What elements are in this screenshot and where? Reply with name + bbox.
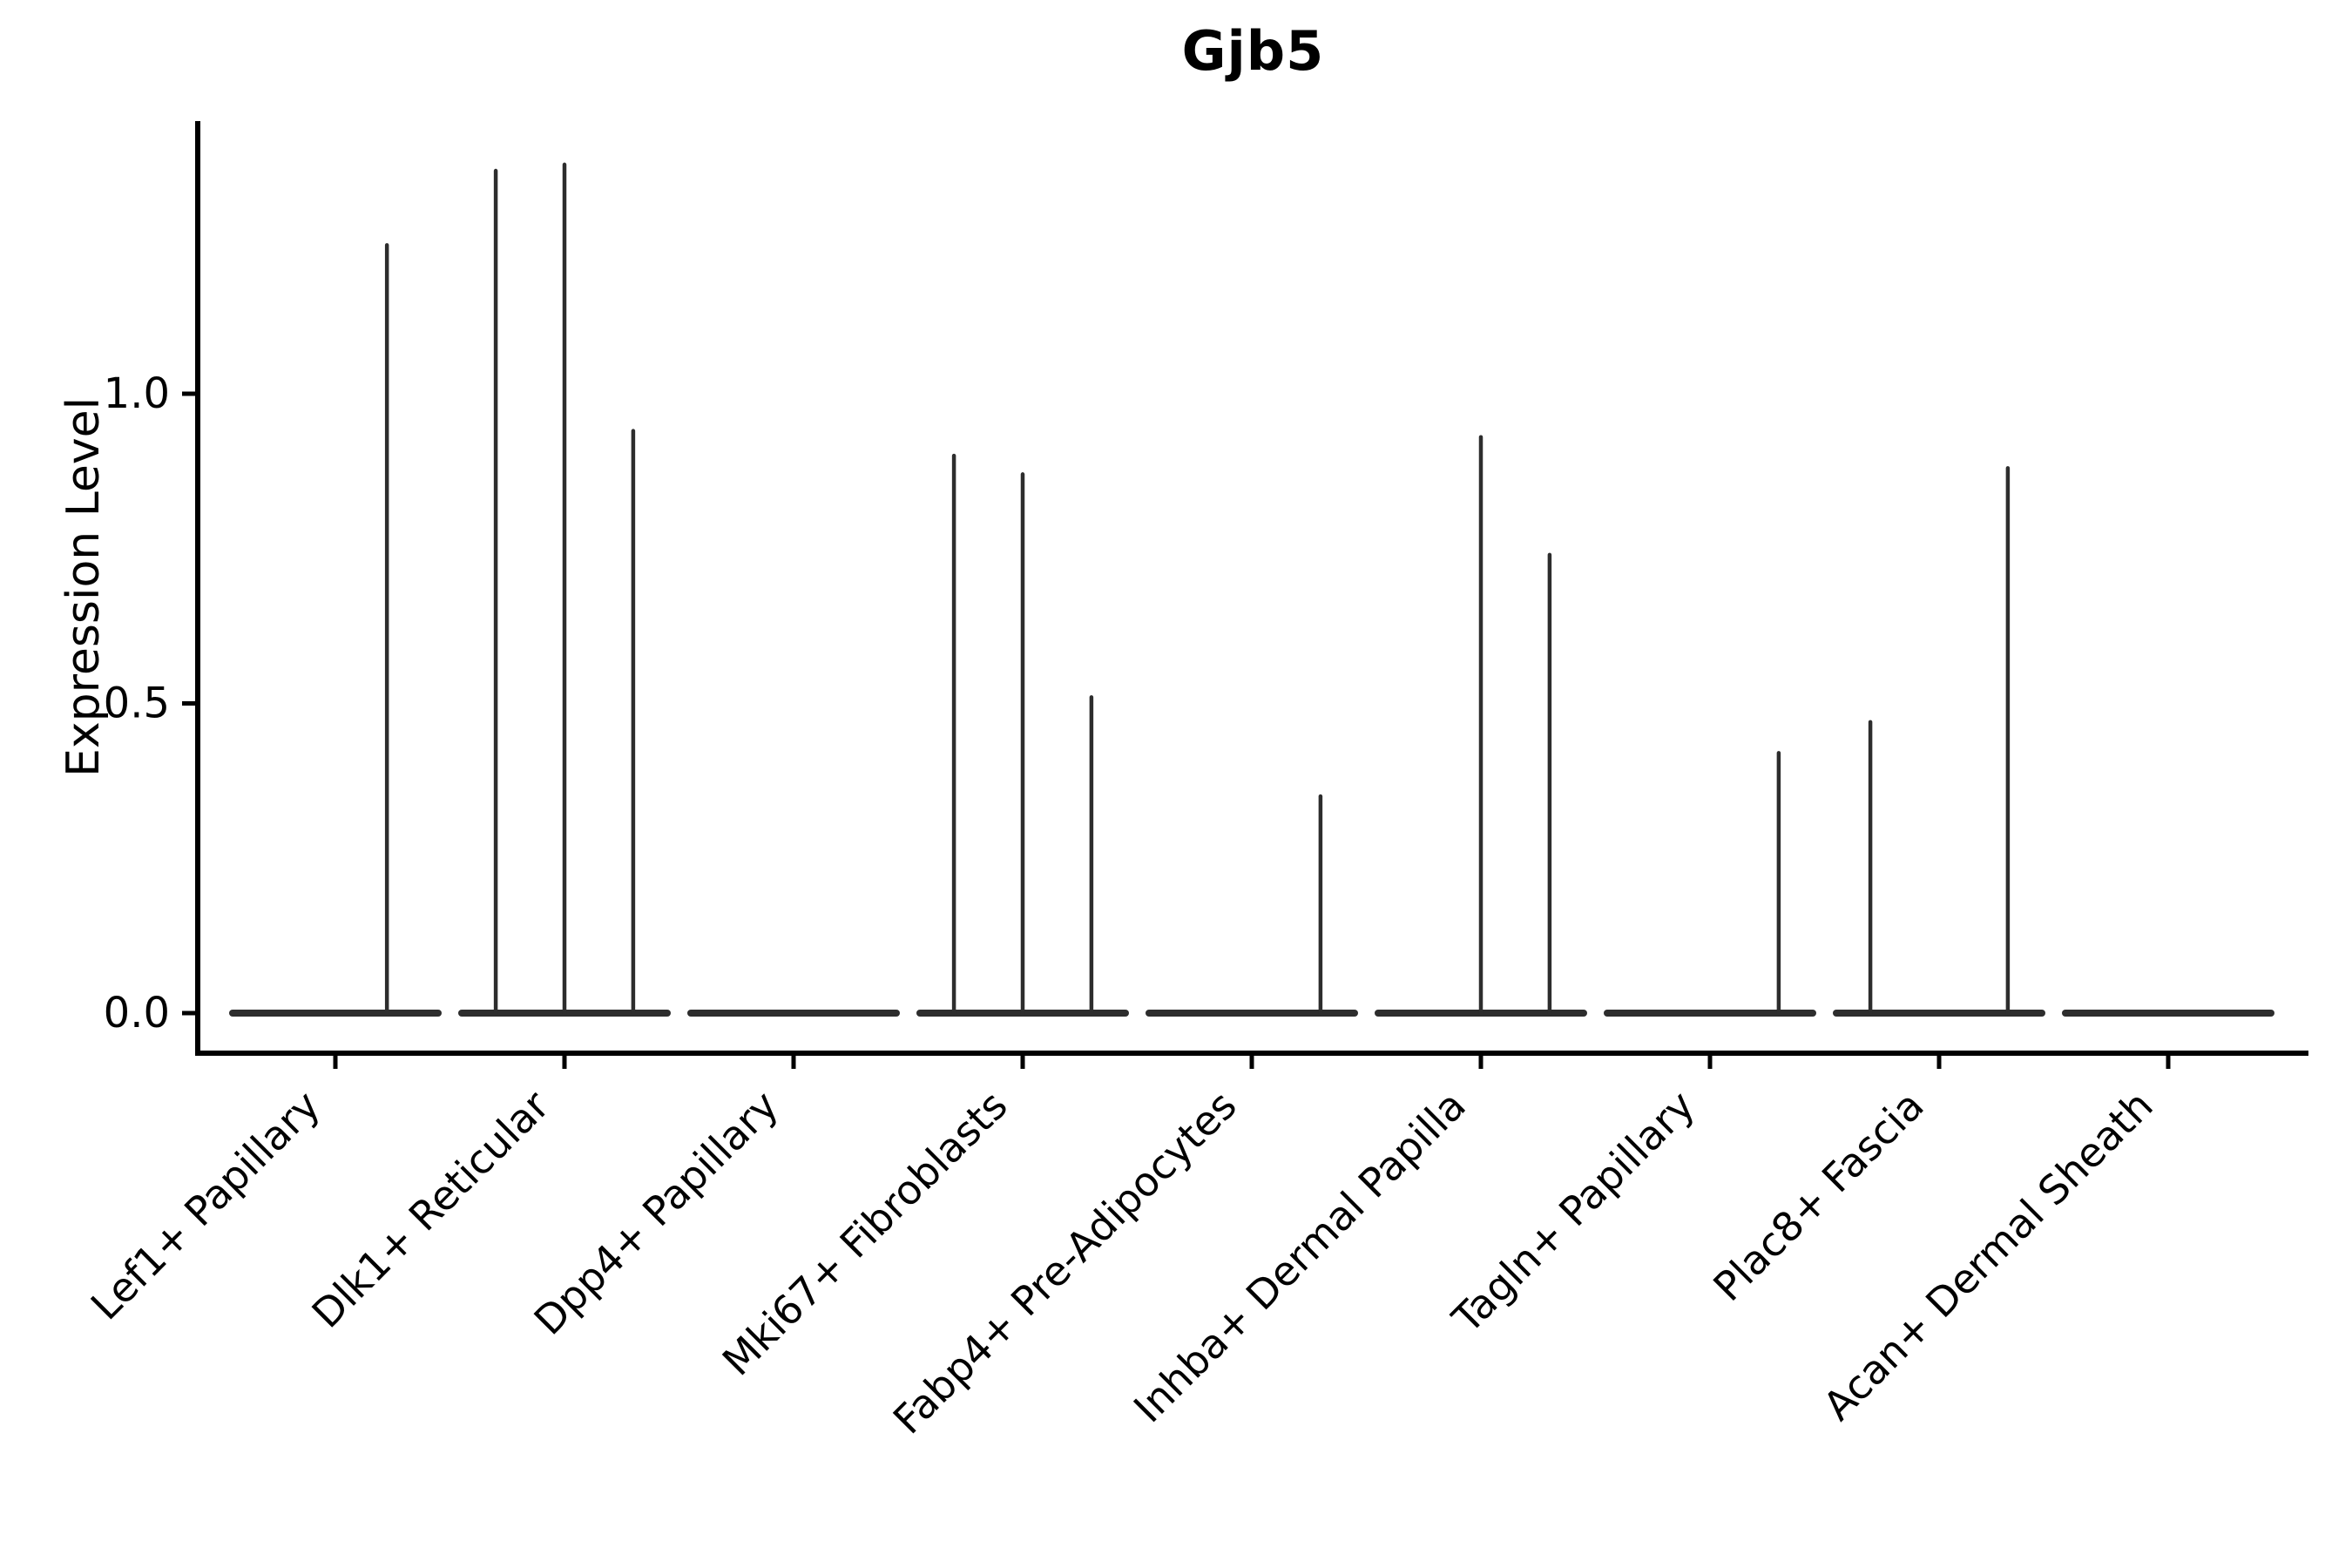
x-tick-label: Lef1+ Papillary: [82, 1082, 329, 1329]
x-tick-label: Plac8+ Fascia: [1704, 1082, 1932, 1310]
y-tick-label: 0.5: [104, 679, 170, 728]
chart-title: Gjb5: [1181, 19, 1325, 83]
y-tick-label: 1.0: [104, 369, 170, 418]
x-tick-label: Tagln+ Papillary: [1443, 1082, 1704, 1343]
y-tick-label: 0.0: [104, 989, 170, 1037]
x-tick-label: Dpp4+ Papillary: [525, 1082, 787, 1344]
x-tick-label: Dlk1+ Reticular: [303, 1082, 558, 1337]
